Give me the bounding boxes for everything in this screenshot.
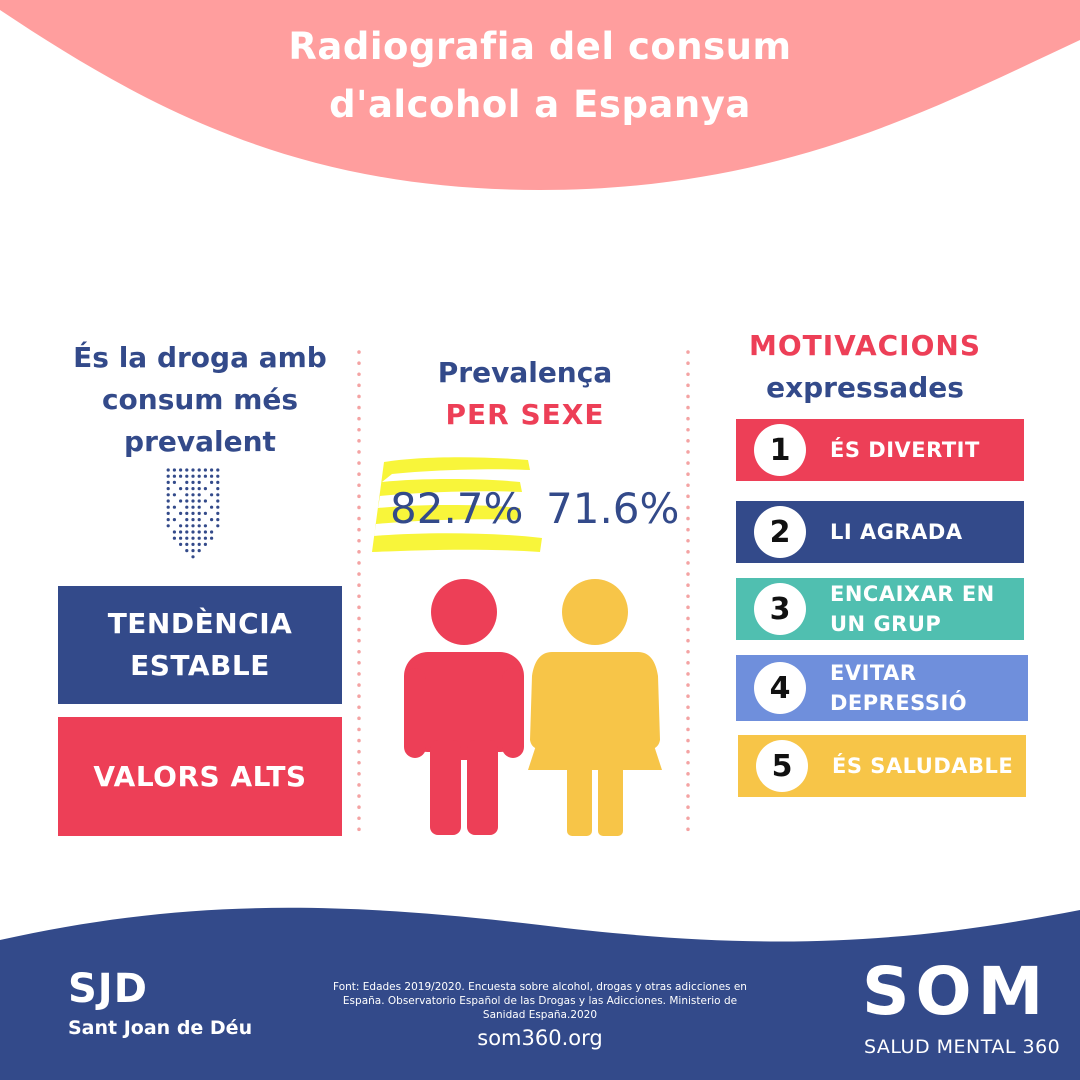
motivation-item-1: 1 ÉS DIVERTIT	[736, 419, 1024, 481]
values-label: VALORS ALTS	[93, 759, 307, 793]
title-line-1: Radiografia del consum	[288, 25, 792, 68]
motivation-label: ENCAIXAR EN UN GRUP	[830, 582, 995, 636]
motivation-number: 5	[756, 740, 808, 792]
header-shape	[0, 0, 1080, 190]
motivation-number: 4	[754, 662, 806, 714]
prevalence-heading: Prevalença	[437, 356, 613, 389]
motivation-item-2: 2 LI AGRADA	[736, 501, 1024, 563]
prevalence-by-sex-heading: Prevalença PER SEXE	[380, 352, 670, 436]
alcohol-glass-dots-icon	[166, 468, 220, 559]
sjd-logo: SJD	[68, 966, 148, 1012]
high-values-box: VALORS ALTS	[58, 717, 342, 836]
male-figure-icon	[404, 579, 524, 835]
motivation-item-3: 3 ENCAIXAR EN UN GRUP	[736, 578, 1024, 640]
motivation-number: 1	[754, 424, 806, 476]
male-prevalence-value: 82.7%	[390, 484, 524, 533]
motivation-number: 3	[754, 583, 806, 635]
trend-stable-box: TENDÈNCIA ESTABLE	[58, 586, 342, 704]
female-prevalence-value: 71.6%	[546, 484, 680, 533]
heading-line-1: És la droga amb	[73, 341, 327, 374]
motivation-item-5: 5 ÉS SALUDABLE	[738, 735, 1026, 797]
motivations-heading: MOTIVACIONS expressades	[720, 325, 1010, 409]
motivation-item-4: 4 EVITAR DEPRESSIÓ	[736, 655, 1028, 721]
motivation-number: 2	[754, 506, 806, 558]
website-link[interactable]: som360.org	[477, 1026, 603, 1050]
title-line-2: d'alcohol a Espanya	[329, 83, 751, 126]
sjd-name: Sant Joan de Déu	[68, 1017, 253, 1039]
highlight-mark	[372, 457, 542, 552]
som-tagline: SALUD MENTAL 360	[864, 1036, 1061, 1058]
drug-prevalence-heading: És la droga amb consum més prevalent	[40, 337, 360, 463]
per-sex-heading: PER SEXE	[445, 398, 605, 431]
trend-line-1: TENDÈNCIA	[107, 607, 293, 640]
female-figure-icon	[528, 579, 662, 836]
heading-line-2: consum més	[101, 383, 299, 416]
motivations-title: MOTIVACIONS	[749, 329, 981, 362]
motivation-label: EVITAR DEPRESSIÓ	[830, 661, 968, 715]
heading-line-3: prevalent	[124, 425, 276, 458]
source-citation: Font: Edades 2019/2020. Encuesta sobre a…	[333, 981, 747, 1021]
motivations-subtitle: expressades	[766, 371, 964, 404]
trend-line-2: ESTABLE	[130, 649, 270, 682]
som-logo: SOM	[862, 953, 1050, 1030]
footer-shape	[0, 907, 1080, 1080]
page-title: Radiografia del consum d'alcohol a Espan…	[140, 18, 940, 134]
motivation-label: ÉS SALUDABLE	[832, 754, 1014, 778]
som-logo-accent-icon	[949, 979, 987, 1001]
motivation-label: ÉS DIVERTIT	[830, 438, 980, 462]
motivation-label: LI AGRADA	[830, 520, 963, 544]
